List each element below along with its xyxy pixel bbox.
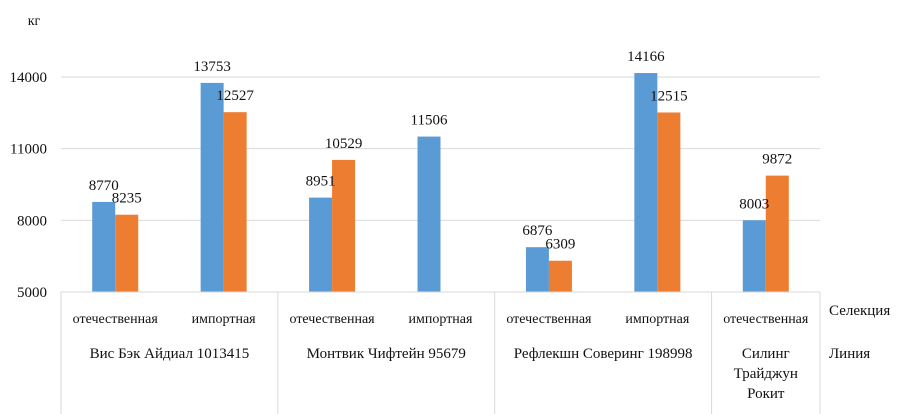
- value-label: 11506: [411, 113, 448, 129]
- y-tick-label: 11000: [10, 142, 47, 158]
- bar: [525, 247, 549, 292]
- value-label: 6309: [545, 237, 575, 253]
- selection-label: импортная: [192, 312, 256, 327]
- value-label: 9872: [762, 152, 792, 168]
- bar: [765, 175, 789, 292]
- value-label: 8770: [89, 178, 119, 194]
- bar: [332, 159, 356, 292]
- line-label-part: Силинг: [742, 346, 790, 362]
- bar: [309, 197, 333, 292]
- value-label: 12515: [650, 88, 688, 104]
- line-label: Вис Бэк Айдиал 1013415: [90, 346, 250, 362]
- bar: [742, 220, 766, 292]
- line-row-label: Линия: [829, 346, 870, 362]
- line-label-part: Трайджун: [734, 366, 798, 382]
- bar: [200, 82, 224, 292]
- y-unit-label: кг: [28, 14, 41, 29]
- bar: [115, 214, 139, 292]
- value-label: 8003: [739, 196, 769, 212]
- line-label: Рефлекшн Соверинг 198998: [514, 346, 693, 362]
- y-tick-label: 8000: [17, 213, 47, 229]
- selection-row-label: Селекция: [829, 303, 890, 319]
- line-label: Силинг Трайджун Рокит: [734, 346, 798, 402]
- value-label: 6876: [522, 223, 553, 239]
- selection-label: отечественная: [290, 312, 376, 327]
- selection-label: отечественная: [506, 312, 592, 327]
- y-tick-label: 5000: [17, 285, 47, 301]
- bar: [548, 260, 572, 292]
- value-label: 10529: [325, 136, 363, 152]
- value-label: 8951: [306, 174, 336, 190]
- category-labels: отечественная импортная отечественная импор…: [73, 312, 809, 402]
- value-label: 13753: [193, 59, 231, 75]
- bar: [634, 73, 658, 292]
- selection-label: отечественная: [73, 312, 159, 327]
- selection-label: отечественная: [723, 312, 809, 327]
- bars: [92, 73, 789, 293]
- y-tick-labels: 5000 8000 11000 14000: [10, 70, 48, 301]
- selection-label: импортная: [625, 312, 689, 327]
- selection-label: импортная: [409, 312, 473, 327]
- value-label: 14166: [627, 49, 665, 65]
- line-label-part: Рокит: [747, 386, 785, 402]
- value-label: 12527: [216, 88, 254, 104]
- line-label: Монтвик Чифтейн 95679: [307, 346, 466, 362]
- category-axis: [60, 291, 821, 414]
- y-tick-label: 14000: [10, 70, 48, 86]
- bar: [657, 112, 681, 292]
- bar: [92, 201, 116, 292]
- value-label: 8235: [112, 191, 142, 207]
- bar: [417, 136, 441, 292]
- bar: [223, 112, 247, 293]
